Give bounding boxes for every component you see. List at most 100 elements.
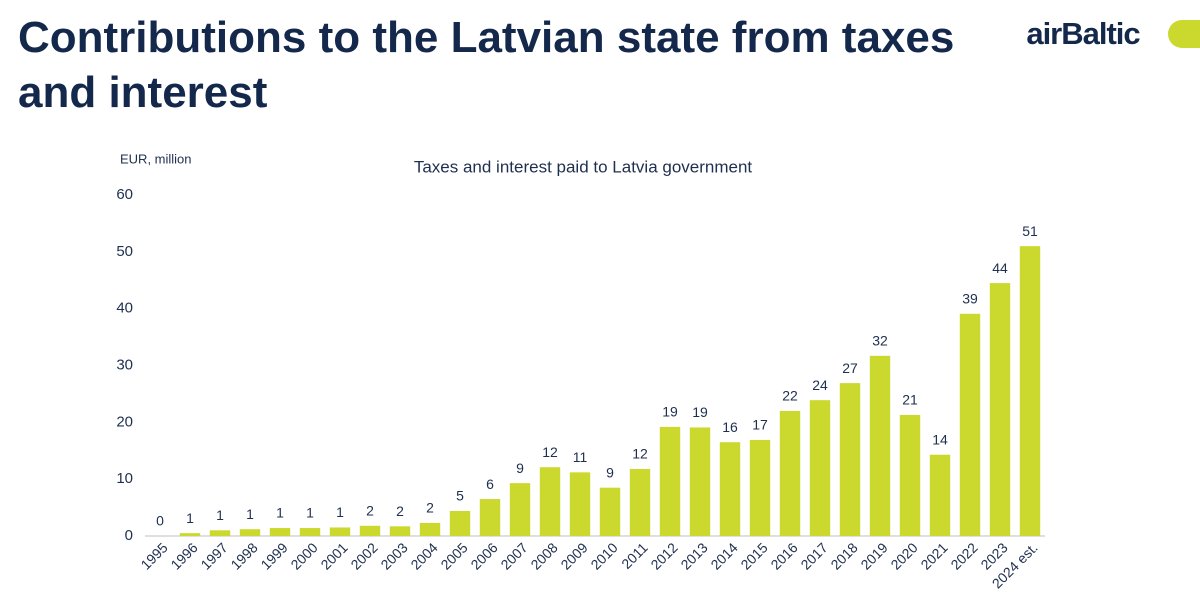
data-label: 16: [722, 419, 738, 435]
data-label: 1: [276, 505, 284, 521]
x-tick-label: 2016: [767, 539, 800, 572]
x-tick-label: 2017: [797, 539, 830, 572]
x-tick-label: 1996: [167, 539, 200, 572]
data-label: 17: [752, 417, 768, 433]
slide-title: Contributions to the Latvian state from …: [18, 13, 955, 117]
bar: [599, 487, 621, 536]
bar: [299, 528, 321, 536]
data-label: 1: [336, 504, 344, 520]
x-tick-label: 2012: [647, 539, 680, 572]
x-tick-label: 1998: [227, 539, 260, 572]
y-tick-label: 50: [116, 243, 133, 260]
bar: [899, 414, 921, 536]
bar: [209, 530, 231, 536]
y-tick-label: 40: [116, 300, 133, 317]
data-label: 1: [216, 507, 224, 523]
x-tick-label: 2009: [557, 539, 590, 572]
bar: [239, 529, 261, 536]
data-label: 2: [426, 500, 434, 516]
x-tick-label: 2019: [857, 539, 890, 572]
x-tick-label: 2008: [527, 539, 560, 572]
bar: [959, 313, 981, 536]
bar: [479, 499, 501, 536]
bar: [419, 522, 441, 536]
y-tick-label: 60: [116, 186, 133, 203]
bar: [1019, 246, 1041, 536]
x-tick-label: 2005: [437, 539, 470, 572]
bar: [389, 526, 411, 536]
data-label: 1: [246, 506, 254, 522]
bar: [629, 468, 651, 536]
bar: [539, 467, 561, 536]
data-label: 51: [1022, 223, 1038, 239]
bar: [329, 527, 351, 536]
x-tick-label: 2013: [677, 539, 710, 572]
data-label: 21: [902, 392, 918, 408]
bar: [989, 283, 1011, 536]
data-label: 11: [573, 449, 588, 465]
data-label: 9: [606, 464, 614, 480]
x-tick-label: 1999: [257, 539, 290, 572]
data-label: 27: [842, 360, 858, 376]
x-tick-label: 2022: [947, 539, 980, 572]
data-label: 14: [932, 431, 948, 447]
data-label: 12: [632, 446, 648, 462]
bar: [719, 442, 741, 536]
data-label: 39: [962, 290, 978, 306]
bar: [779, 410, 801, 536]
bar: [659, 426, 681, 536]
x-tick-label: 2006: [467, 539, 500, 572]
bar: [509, 483, 531, 536]
y-tick-label: 20: [116, 413, 133, 430]
logo: airBaltic: [1026, 16, 1140, 51]
y-tick-label: 10: [116, 470, 133, 487]
x-tick-label: 2002: [347, 539, 380, 572]
data-label: 0: [156, 513, 164, 529]
data-label: 2: [396, 503, 404, 519]
x-tick-label: 2020: [887, 539, 920, 572]
x-tick-label: 2000: [287, 539, 320, 572]
x-tick-label: 2014: [707, 539, 740, 572]
x-tick-label: 1995: [137, 539, 170, 572]
data-label: 1: [186, 510, 194, 526]
data-label: 1: [306, 505, 314, 521]
data-label: 6: [486, 476, 494, 492]
data-label: 12: [542, 444, 558, 460]
x-tick-label: 2018: [827, 539, 860, 572]
x-tick-label: 2003: [377, 539, 410, 572]
data-label: 19: [662, 404, 678, 420]
bar: [179, 533, 201, 536]
bar: [449, 510, 471, 536]
x-tick-label: 2001: [317, 539, 350, 572]
y-tick-label: 0: [125, 527, 133, 544]
data-label: 32: [872, 333, 888, 349]
x-tick-label: 2021: [917, 539, 950, 572]
data-label: 22: [782, 388, 798, 404]
bar: [749, 439, 771, 536]
logo-pill: [1168, 20, 1200, 48]
bar: [689, 427, 711, 536]
x-tick-label: 2004: [407, 539, 440, 572]
bar: [929, 454, 951, 536]
data-label: 9: [516, 460, 524, 476]
bar: [809, 400, 831, 536]
bar: [269, 528, 291, 536]
bar: [569, 472, 591, 536]
data-label: 2: [366, 502, 374, 518]
bar: [869, 355, 891, 536]
bar: [359, 525, 381, 536]
chart-title: Taxes and interest paid to Latvia govern…: [414, 157, 753, 176]
data-label: 44: [992, 260, 1008, 276]
x-tick-label: 2010: [587, 539, 620, 572]
bar: [839, 383, 861, 536]
x-tick-label: 2007: [497, 539, 530, 572]
x-tick-label: 2015: [737, 539, 770, 572]
data-label: 24: [812, 377, 828, 393]
y-tick-label: 30: [116, 356, 133, 373]
x-tick-label: 2011: [618, 539, 651, 572]
data-label: 19: [692, 404, 708, 420]
x-tick-label: 1997: [197, 539, 230, 572]
y-axis-label: EUR, million: [120, 151, 192, 166]
